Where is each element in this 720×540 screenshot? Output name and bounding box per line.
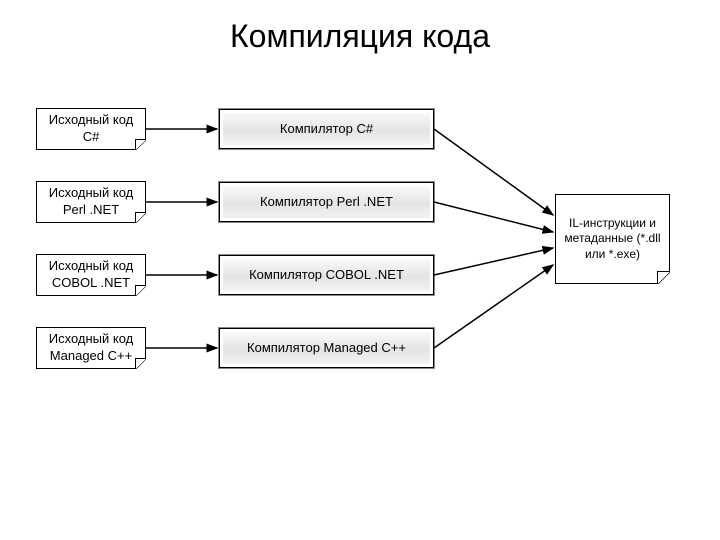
source-box-cobol: Исходный код COBOL .NET bbox=[36, 254, 146, 296]
source-box-csharp: Исходный код C# bbox=[36, 108, 146, 150]
page-title: Компиляция кода bbox=[0, 18, 720, 55]
compiler-box-managed-cpp: Компилятор Managed C++ bbox=[219, 328, 434, 368]
source-box-perl: Исходный код Perl .NET bbox=[36, 181, 146, 223]
compiler-box-perl: Компилятор Perl .NET bbox=[219, 182, 434, 222]
compiler-box-csharp: Компилятор C# bbox=[219, 109, 434, 149]
output-box-il: IL-инструкции и метаданные (*.dll или *.… bbox=[555, 194, 670, 284]
source-box-managed-cpp: Исходный код Managed C++ bbox=[36, 327, 146, 369]
compiler-box-cobol: Компилятор COBOL .NET bbox=[219, 255, 434, 295]
